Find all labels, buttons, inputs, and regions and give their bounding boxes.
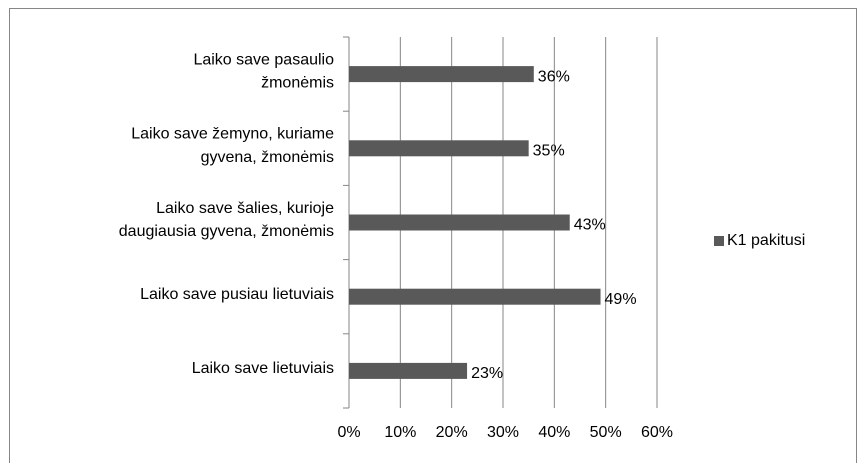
x-tick-label: 20%: [436, 424, 468, 441]
chart-frame: [9, 8, 857, 463]
legend-swatch: [714, 236, 724, 246]
bar: [349, 288, 601, 305]
x-tick-label: 30%: [487, 424, 519, 441]
y-tick-label: Laiko save pasaulio žmonėmis: [193, 52, 334, 92]
x-tick-label: 50%: [590, 424, 622, 441]
value-label: 35%: [533, 143, 565, 160]
x-tick-label: 60%: [641, 424, 673, 441]
x-tick-label: 40%: [538, 424, 570, 441]
x-tick-label: 0%: [337, 424, 360, 441]
value-label: 23%: [471, 365, 503, 382]
y-tick-label: Laiko save šalies, kurioje daugiausia gyv…: [119, 200, 334, 240]
y-tick-label: Laiko save lietuviais: [192, 360, 334, 377]
x-tick-label: 10%: [384, 424, 416, 441]
bar: [349, 214, 570, 231]
value-label: 43%: [574, 217, 606, 234]
value-label: 36%: [538, 68, 570, 85]
y-tick-label: Laiko save pusiau lietuviais: [140, 286, 334, 303]
value-label: 49%: [605, 291, 637, 308]
bar: [349, 140, 529, 157]
bar: [349, 362, 468, 379]
bar: [349, 66, 534, 83]
y-tick-label: Laiko save žemyno, kuriame gyvena, žmonėm…: [131, 126, 334, 166]
legend-label: K1 pakitusi: [727, 232, 805, 249]
